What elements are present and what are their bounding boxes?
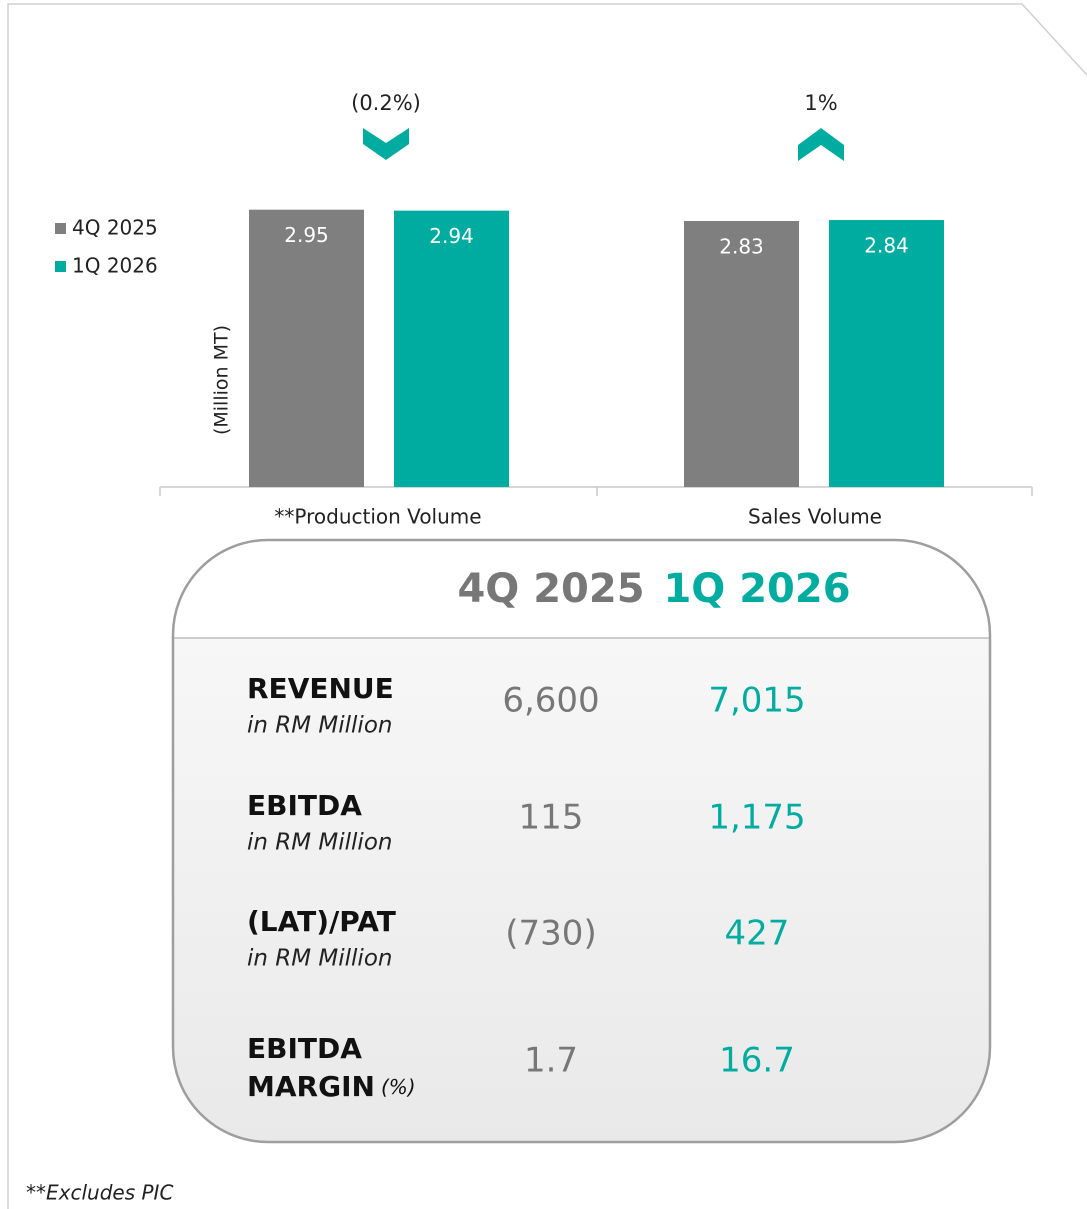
row-title: EBITDA [247, 789, 362, 822]
table-value: 1,175 [708, 798, 805, 838]
table-header: 1Q 2026 [663, 566, 850, 612]
row-title: EBITDA [247, 1032, 362, 1065]
legend-label: 1Q 2026 [72, 254, 158, 278]
row-title: REVENUE [247, 672, 394, 705]
bar [829, 220, 944, 488]
bar-value-label: 2.83 [719, 234, 764, 258]
footnote: **Excludes PIC [26, 1181, 173, 1205]
table-value: 7,015 [708, 681, 805, 721]
y-axis-label: (Million MT) [211, 325, 233, 435]
row-title: MARGIN (%) [247, 1070, 416, 1103]
legend-swatch [55, 261, 66, 272]
change-label: 1% [804, 91, 837, 115]
table-background [173, 540, 990, 1142]
legend-swatch [55, 223, 66, 234]
row-subtitle: in RM Million [247, 830, 392, 856]
table-value: (730) [505, 914, 596, 954]
row-unit: (%) [381, 1075, 416, 1099]
bar [684, 220, 799, 488]
bar-value-label: 2.95 [284, 223, 329, 247]
table-header: 4Q 2025 [457, 566, 644, 612]
change-arrow [798, 128, 844, 161]
row-subtitle: in RM Million [247, 946, 392, 972]
frame [7, 3, 1087, 1209]
table-value: 16.7 [719, 1041, 795, 1081]
change-label: (0.2%) [351, 91, 421, 115]
bar [249, 209, 364, 487]
row-title: (LAT)/PAT [247, 905, 396, 938]
bar-value-label: 2.94 [429, 224, 474, 248]
table-border [171, 538, 992, 1144]
table-value: 6,600 [502, 681, 599, 721]
bar-value-label: 2.84 [864, 234, 909, 258]
change-arrow [363, 128, 409, 160]
row-title-part: MARGIN [247, 1070, 375, 1103]
legend-label: 4Q 2025 [72, 216, 158, 240]
table-value: 115 [519, 798, 584, 838]
x-tick-label: **Production Volume [274, 505, 481, 529]
table-value: 1.7 [524, 1041, 578, 1081]
bar [394, 210, 509, 487]
x-tick-label: Sales Volume [748, 505, 882, 529]
table-value: 427 [725, 914, 790, 954]
row-subtitle: in RM Million [247, 713, 392, 739]
